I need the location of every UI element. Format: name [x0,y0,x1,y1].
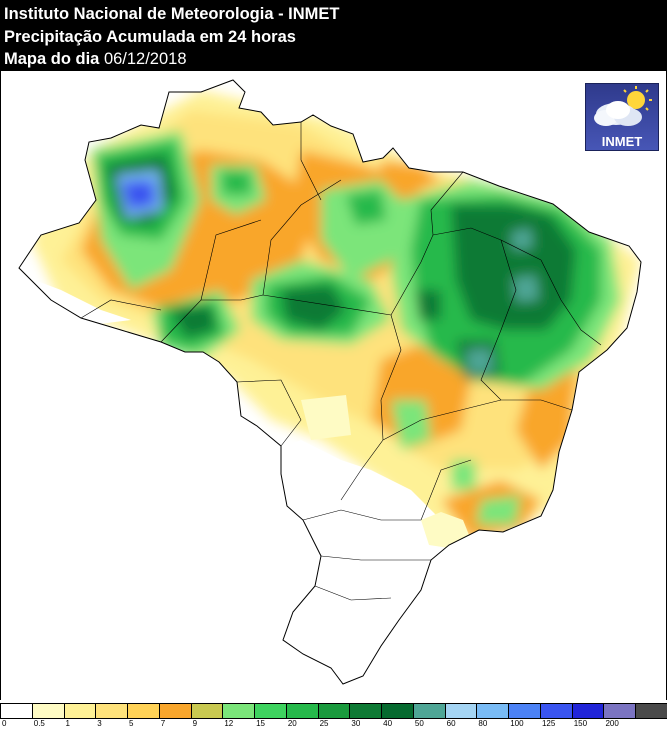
map-date-line: Mapa do dia 06/12/2018 [4,49,187,69]
product-title: Precipitação Acumulada em 24 horas [4,28,296,46]
legend-tick-label: 200 [605,719,619,728]
legend-tick-label: 60 [446,719,456,728]
legend-swatch [222,703,256,719]
sun-cloud-icon [594,86,652,126]
precipitation-map [0,71,667,700]
legend-swatch [127,703,160,719]
legend-swatch [254,703,287,719]
legend-tick-label: 50 [414,719,424,728]
legend-swatch [190,703,224,719]
legend-swatch [412,703,446,719]
legend-swatch [571,703,605,719]
legend-swatch [603,703,637,719]
legend-tick-label: 15 [256,719,265,728]
state-borders [80,122,602,601]
legend-swatch [0,703,33,719]
map-header: Instituto Nacional de Meteorologia - INM… [0,0,667,71]
legend-swatch [95,703,129,719]
legend-swatch [539,703,573,719]
legend-tick-label: 7 [160,719,166,728]
legend-swatch [63,703,97,719]
legend-swatch [444,703,478,719]
legend-tick-label: 0.5 [33,719,45,728]
map-date-label: Mapa do dia [4,50,104,68]
legend-swatch [476,703,510,719]
legend-tick-label: 80 [478,719,488,728]
legend-swatch [158,703,192,719]
legend-swatch [285,703,319,719]
legend-tick-label: 5 [129,719,134,728]
legend-tick-label: 100 [510,719,524,728]
legend-tick-label: 3 [97,719,102,728]
legend-tick-label: 150 [573,719,588,728]
inmet-logo-text: INMET [601,134,643,149]
legend-tick-label: 12 [224,719,234,728]
map-date: 06/12/2018 [103,50,187,68]
legend-tick-label: 40 [383,719,393,728]
legend-tick-label: 25 [319,719,329,728]
legend-swatch [317,703,351,719]
legend-tick-label: 0 [2,719,7,728]
legend-tick-label: 9 [192,719,198,728]
legend-tick-label: 20 [287,719,297,728]
legend-tick-label: 125 [541,719,556,728]
legend-swatch [381,703,414,719]
precipitation-legend: 0 0.5 1 3 5 7 9 12 15 20 25 30 40 50 60 80 100 125 150 200 [0,700,667,730]
legend-swatch [508,703,541,719]
legend-swatch [31,703,65,719]
legend-swatch [635,703,667,719]
institution-title: Instituto Nacional de Meteorologia - INM… [4,5,340,23]
legend-swatch [349,703,383,719]
legend-tick-label: 1 [65,719,70,728]
brazil-precipitation-map [18,79,642,685]
legend-tick-label: 30 [351,719,361,728]
inmet-logo: INMET [585,83,659,151]
